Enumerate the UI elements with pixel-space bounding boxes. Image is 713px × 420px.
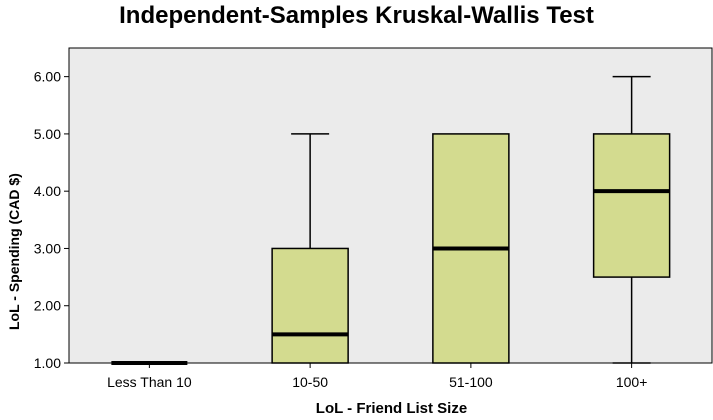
y-tick-label: 1.00 xyxy=(34,355,61,371)
x-tick-label: 51-100 xyxy=(449,374,493,390)
box-series xyxy=(111,75,671,365)
chart-title: Independent-Samples Kruskal-Wallis Test xyxy=(119,2,594,29)
y-tick-label: 3.00 xyxy=(34,240,61,256)
y-tick-label: 2.00 xyxy=(34,298,61,314)
x-tick-label: 10-50 xyxy=(292,374,328,390)
y-axis: 1.00 2.00 3.00 4.00 5.00 6.00 xyxy=(34,69,69,371)
x-axis: Less Than 10 10-50 51-100 100+ xyxy=(107,363,647,390)
y-tick-label: 5.00 xyxy=(34,126,61,142)
box-group xyxy=(432,133,510,364)
x-tick-label: Less Than 10 xyxy=(107,374,192,390)
iqr-box xyxy=(592,133,671,278)
box-group xyxy=(271,133,349,364)
iqr-box xyxy=(271,247,349,364)
y-tick-label: 6.00 xyxy=(34,69,61,85)
box-group xyxy=(592,75,671,364)
y-tick-label: 4.00 xyxy=(34,183,61,199)
x-tick-label: 100+ xyxy=(616,374,648,390)
x-axis-title: LoL - Friend List Size xyxy=(315,400,468,417)
